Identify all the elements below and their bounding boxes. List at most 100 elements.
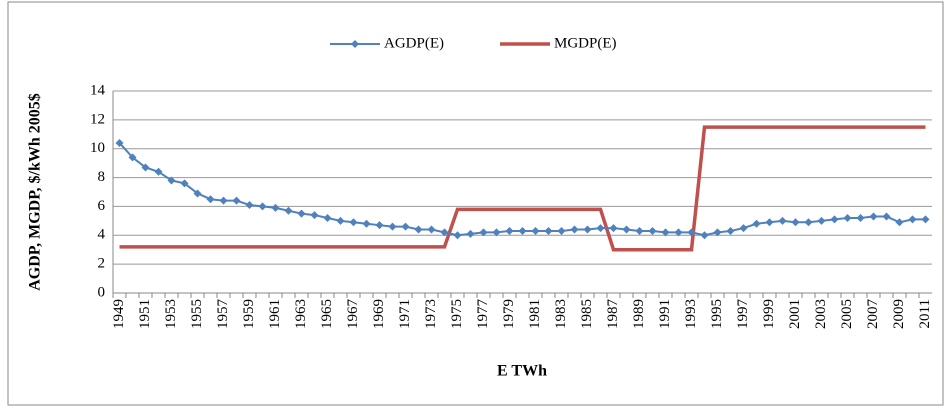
marker [271, 203, 280, 212]
marker [115, 138, 124, 147]
marker [778, 216, 787, 225]
marker [128, 153, 137, 162]
marker [765, 218, 774, 227]
x-tick-label: 1951 [137, 299, 153, 329]
marker [531, 226, 540, 235]
x-tick-label: 1991 [657, 299, 673, 329]
x-tick-label: 2009 [891, 299, 907, 329]
marker [739, 224, 748, 233]
x-tick-label: 1985 [579, 299, 595, 329]
chart-frame [7, 1, 944, 406]
marker [817, 216, 826, 225]
marker [752, 219, 761, 228]
legend-label: AGDP(E) [384, 35, 444, 51]
marker [622, 225, 631, 234]
x-tick-label: 1961 [267, 299, 283, 329]
x-tick-label: 1981 [527, 299, 543, 329]
marker [791, 218, 800, 227]
marker [700, 231, 709, 240]
marker [596, 224, 605, 233]
x-tick-label: 1967 [345, 299, 361, 330]
y-tick-label: 0 [98, 284, 106, 300]
marker [882, 212, 891, 221]
marker [674, 228, 683, 237]
marker [336, 216, 345, 225]
marker [141, 163, 150, 172]
marker [505, 226, 514, 235]
marker [804, 218, 813, 227]
x-tick-label: 2007 [865, 299, 881, 330]
marker [726, 226, 735, 235]
marker [375, 221, 384, 230]
x-tick-label: 2001 [787, 299, 803, 329]
marker [869, 212, 878, 221]
marker [661, 228, 670, 237]
marker [167, 176, 176, 185]
x-tick-label: 1959 [241, 299, 257, 329]
y-tick-label: 12 [90, 111, 105, 127]
marker [440, 228, 449, 237]
marker [856, 213, 865, 222]
x-tick-label: 1977 [475, 299, 491, 330]
marker [713, 228, 722, 237]
marker [544, 226, 553, 235]
x-tick-label: 1955 [189, 299, 205, 329]
marker [284, 206, 293, 215]
marker [219, 196, 228, 205]
x-tick-label: 1989 [631, 299, 647, 329]
y-tick-label: 6 [98, 198, 106, 214]
x-tick-label: 1993 [683, 299, 699, 329]
x-tick-label: 1969 [371, 299, 387, 329]
marker [687, 228, 696, 237]
marker [609, 224, 618, 233]
marker [570, 225, 579, 234]
x-tick-label: 2003 [813, 299, 829, 329]
x-tick-label: 1973 [423, 299, 439, 329]
y-tick-label: 4 [98, 227, 106, 243]
marker [154, 167, 163, 176]
marker [648, 226, 657, 235]
legend-label: MGDP(E) [554, 35, 617, 51]
x-tick-label: 2011 [917, 299, 933, 328]
marker [258, 202, 267, 211]
y-tick-label: 2 [98, 256, 106, 272]
marker [830, 215, 839, 224]
y-axis-label: AGDP, MGDP, $/kWh 2005$ [27, 93, 44, 291]
x-tick-label: 2005 [839, 299, 855, 329]
x-tick-label: 1997 [735, 299, 751, 330]
marker [479, 228, 488, 237]
marker [895, 218, 904, 227]
x-tick-label: 1987 [605, 299, 621, 330]
x-tick-label: 1963 [293, 299, 309, 329]
x-tick-label: 1983 [553, 299, 569, 329]
marker [583, 225, 592, 234]
y-tick-label: 10 [90, 140, 105, 156]
x-tick-label: 1965 [319, 299, 335, 329]
x-axis-label: E TWh [497, 363, 547, 380]
y-tick-label: 8 [98, 169, 106, 185]
x-tick-label: 1975 [449, 299, 465, 329]
marker [349, 218, 358, 227]
marker [297, 209, 306, 218]
marker [492, 228, 501, 237]
x-tick-label: 1957 [215, 299, 231, 330]
marker [635, 226, 644, 235]
x-tick-label: 1953 [163, 299, 179, 329]
marker [245, 200, 254, 209]
marker [908, 215, 917, 224]
x-tick-label: 1999 [761, 299, 777, 329]
marker [414, 225, 423, 234]
marker [180, 179, 189, 188]
x-tick-label: 1979 [501, 299, 517, 329]
marker [843, 213, 852, 222]
marker [921, 215, 930, 224]
marker [466, 229, 475, 238]
marker [427, 225, 436, 234]
marker [310, 211, 319, 220]
marker [518, 226, 527, 235]
marker [388, 222, 397, 231]
marker [453, 231, 462, 240]
marker [193, 189, 202, 198]
y-tick-label: 14 [90, 82, 106, 98]
